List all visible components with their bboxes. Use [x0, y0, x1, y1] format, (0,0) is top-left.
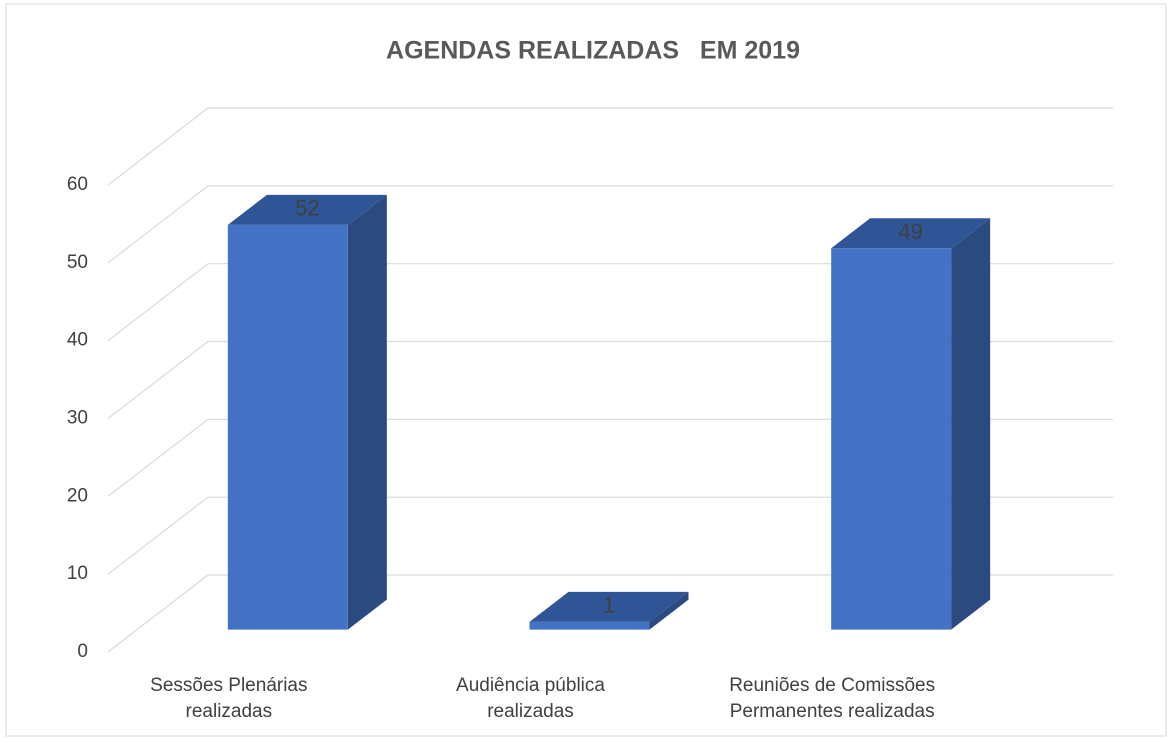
x-tick-label: Audiência pública realizadas — [456, 675, 605, 722]
bar-top — [831, 218, 991, 249]
chart-title: AGENDAS REALIZADAS EM 2019 — [386, 37, 800, 65]
grid-line — [107, 340, 1113, 419]
y-tick-label: 60 — [67, 174, 88, 195]
grid-line — [107, 574, 1113, 653]
x-tick-line: Audiência pública — [456, 675, 605, 696]
grid-line — [107, 418, 1113, 497]
x-tick-line: Sessões Plenárias — [150, 675, 307, 696]
y-tick-label: 40 — [67, 330, 88, 351]
bar — [831, 218, 991, 630]
bar-side — [951, 218, 991, 630]
x-tick-label: Reuniões de Comissões Permanentes realiza… — [729, 675, 935, 722]
bar — [529, 591, 689, 630]
bar-front — [831, 248, 952, 630]
y-tick-label: 30 — [67, 408, 88, 429]
bar — [227, 194, 387, 630]
x-tick-line: realizadas — [487, 701, 574, 722]
bar-top — [529, 591, 689, 622]
y-tick-label: 20 — [67, 485, 88, 506]
data-label: 52 — [295, 196, 319, 221]
y-tick-label: 50 — [67, 252, 88, 273]
bar-side — [649, 591, 689, 630]
x-tick-line: realizadas — [186, 701, 273, 722]
bar-top — [227, 194, 387, 225]
bar-front — [529, 621, 650, 630]
grid-line — [107, 263, 1113, 342]
y-tick-label: 10 — [67, 563, 88, 584]
bar-front — [227, 224, 348, 630]
x-tick-line: Permanentes realizadas — [730, 701, 935, 722]
y-tick-label: 0 — [77, 641, 88, 662]
grid-line — [107, 185, 1113, 264]
bar-side — [347, 194, 387, 630]
x-tick-label: Sessões Plenárias realizadas — [150, 675, 307, 722]
x-tick-line: Reuniões de Comissões — [729, 675, 935, 696]
grid-line — [107, 496, 1113, 575]
data-label: 1 — [603, 593, 615, 618]
grid-line — [107, 107, 1113, 186]
data-label: 49 — [898, 219, 922, 244]
